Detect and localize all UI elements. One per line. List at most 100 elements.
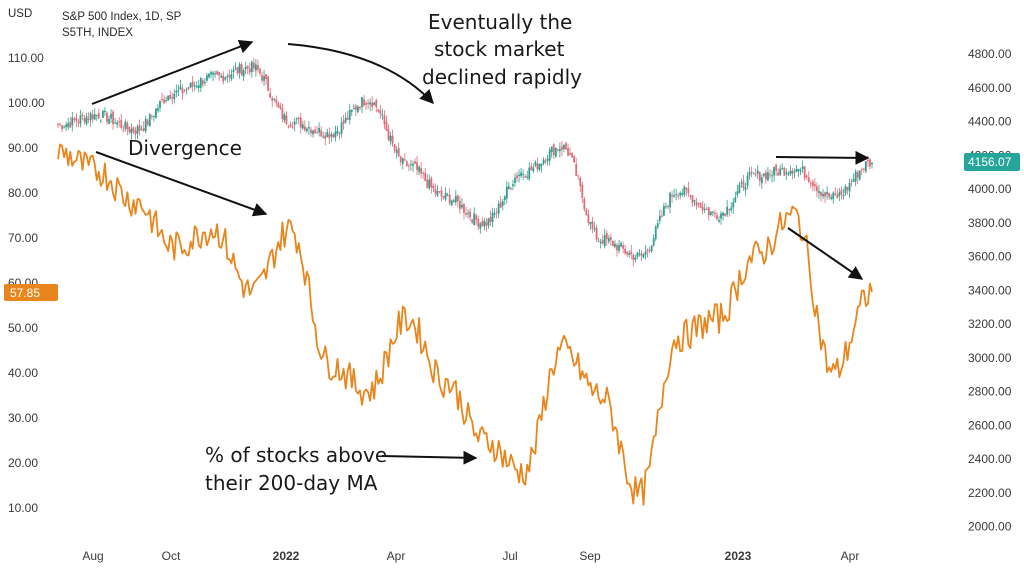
- candle-body: [275, 99, 278, 104]
- candle-body: [236, 67, 239, 74]
- candle-body: [277, 103, 280, 108]
- candle-body: [126, 123, 129, 129]
- right-tick-label: 2400.00: [968, 452, 1012, 466]
- candle-body: [650, 245, 653, 252]
- x-axis: Aug Oct 2022 Apr Jul Sep 2023 Apr: [82, 549, 859, 563]
- candle-body: [222, 75, 225, 82]
- candle-body: [363, 99, 365, 106]
- candle-body: [663, 206, 665, 216]
- candle-body: [238, 64, 241, 73]
- candle-body: [140, 129, 143, 131]
- candle-body: [114, 122, 117, 124]
- candle-body: [842, 194, 845, 197]
- candle-body: [57, 123, 59, 125]
- candle-body: [707, 207, 710, 216]
- candle-body: [106, 112, 108, 122]
- right-value-badge-text: 4156.07: [968, 155, 1012, 169]
- candle-body: [265, 74, 267, 79]
- candle-body: [693, 200, 696, 202]
- candle-body: [93, 114, 96, 120]
- candle-body: [271, 98, 274, 101]
- candle-body: [350, 109, 353, 113]
- x-tick-label: Sep: [579, 549, 601, 563]
- candle-body: [540, 163, 543, 167]
- candle-body: [124, 121, 127, 129]
- candle-body: [379, 110, 382, 114]
- candle-body: [279, 106, 282, 109]
- candle-body: [63, 127, 66, 129]
- candle-body: [299, 117, 302, 128]
- candle-body: [852, 179, 855, 182]
- candle-body: [273, 98, 276, 100]
- candle-body: [791, 170, 794, 175]
- candle-body: [601, 239, 604, 244]
- candle-body: [505, 186, 508, 199]
- candle-body: [244, 67, 247, 70]
- candle-body: [681, 193, 684, 195]
- candle-body: [389, 135, 392, 142]
- candle-body: [679, 192, 682, 196]
- candle-body: [516, 175, 518, 179]
- candle-body: [73, 118, 76, 120]
- left-tick-label: 20.00: [8, 456, 38, 470]
- candle-body: [622, 245, 625, 249]
- candle-body: [175, 90, 178, 93]
- candle-body: [832, 192, 835, 200]
- candle-body: [152, 116, 155, 118]
- arrow-decline-curve: [287, 43, 434, 105]
- candle-body: [310, 129, 312, 134]
- candle-body: [503, 196, 506, 201]
- candle-body: [697, 203, 700, 205]
- right-tick-label: 2600.00: [968, 418, 1012, 432]
- candle-body: [864, 161, 867, 172]
- candle-body: [489, 217, 492, 222]
- candle-body: [520, 172, 523, 177]
- candle-body: [416, 162, 418, 171]
- candle-body: [232, 69, 235, 73]
- candle-body: [548, 149, 551, 161]
- candle-body: [538, 163, 541, 170]
- candle-body: [248, 68, 251, 73]
- candle-body: [263, 76, 265, 81]
- candle-body: [567, 148, 569, 156]
- candle-body: [259, 69, 261, 74]
- candle-body: [242, 70, 245, 77]
- candle-body: [155, 108, 157, 118]
- candle-body: [420, 168, 423, 174]
- candle-body: [599, 241, 602, 244]
- candle-body: [181, 88, 184, 94]
- left-tick-label: 100.00: [8, 96, 45, 110]
- candle-body: [871, 162, 873, 165]
- candle-body: [444, 192, 447, 200]
- candle-body: [512, 184, 514, 187]
- candle-body: [765, 172, 767, 180]
- candle-body: [673, 195, 676, 197]
- candle-body: [87, 118, 90, 120]
- candle-body: [116, 122, 119, 125]
- candle-body: [734, 197, 737, 202]
- candle-body: [614, 243, 616, 247]
- candle-body: [591, 221, 594, 229]
- candle-body: [130, 128, 133, 134]
- candle-body: [458, 200, 461, 210]
- candle-body: [795, 168, 798, 172]
- candle-body: [497, 203, 500, 214]
- candle-body: [728, 208, 731, 211]
- candle-body: [318, 127, 321, 133]
- candle-body: [760, 177, 763, 184]
- candle-body: [191, 81, 194, 87]
- candle-body: [742, 180, 745, 189]
- candle-body: [101, 110, 104, 118]
- candle-body: [738, 184, 741, 193]
- candle-body: [146, 120, 149, 125]
- candle-body: [869, 159, 871, 167]
- candle-body: [563, 144, 565, 149]
- candle-body: [173, 93, 176, 100]
- candle-body: [246, 66, 249, 69]
- candle-body: [579, 177, 582, 186]
- candle-body: [401, 158, 404, 164]
- candle-body: [373, 102, 376, 106]
- right-tick-label: 4800.00: [968, 47, 1012, 61]
- candle-body: [91, 114, 94, 120]
- candle-body: [193, 85, 196, 87]
